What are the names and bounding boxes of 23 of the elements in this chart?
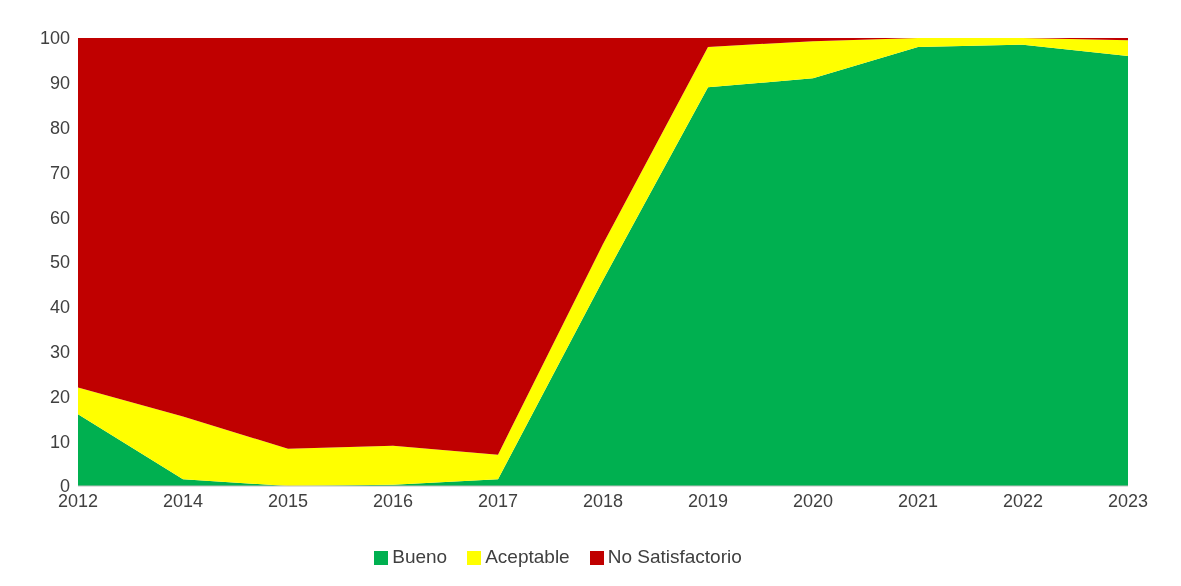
- legend-label: No Satisfactorio: [607, 546, 742, 567]
- y-tick-label: 40: [49, 297, 70, 318]
- y-tick-label: 90: [49, 73, 70, 94]
- y-tick-label: 20: [49, 386, 70, 407]
- x-tick-label: 2014: [162, 490, 204, 511]
- x-tick-label: 2017: [477, 490, 519, 511]
- y-tick-label: 70: [49, 162, 70, 183]
- x-tick-label: 2023: [1107, 490, 1149, 511]
- x-tick-label: 2020: [792, 490, 834, 511]
- x-tick-label: 2015: [267, 490, 309, 511]
- y-tick-label: 30: [49, 341, 70, 362]
- x-tick-label: 2016: [372, 490, 414, 511]
- x-tick-label: 2022: [1002, 490, 1044, 511]
- legend-label: Bueno: [392, 546, 448, 567]
- y-tick-label: 100: [39, 28, 70, 49]
- y-tick-label: 10: [49, 431, 70, 452]
- x-tick-label: 2021: [897, 490, 939, 511]
- y-tick-label: 60: [49, 207, 70, 228]
- x-tick-label: 2019: [687, 490, 729, 511]
- x-tick-label: 2018: [582, 490, 624, 511]
- y-tick-label: 80: [49, 117, 70, 138]
- y-tick-label: 50: [49, 252, 70, 273]
- legend-label: Aceptable: [485, 546, 570, 567]
